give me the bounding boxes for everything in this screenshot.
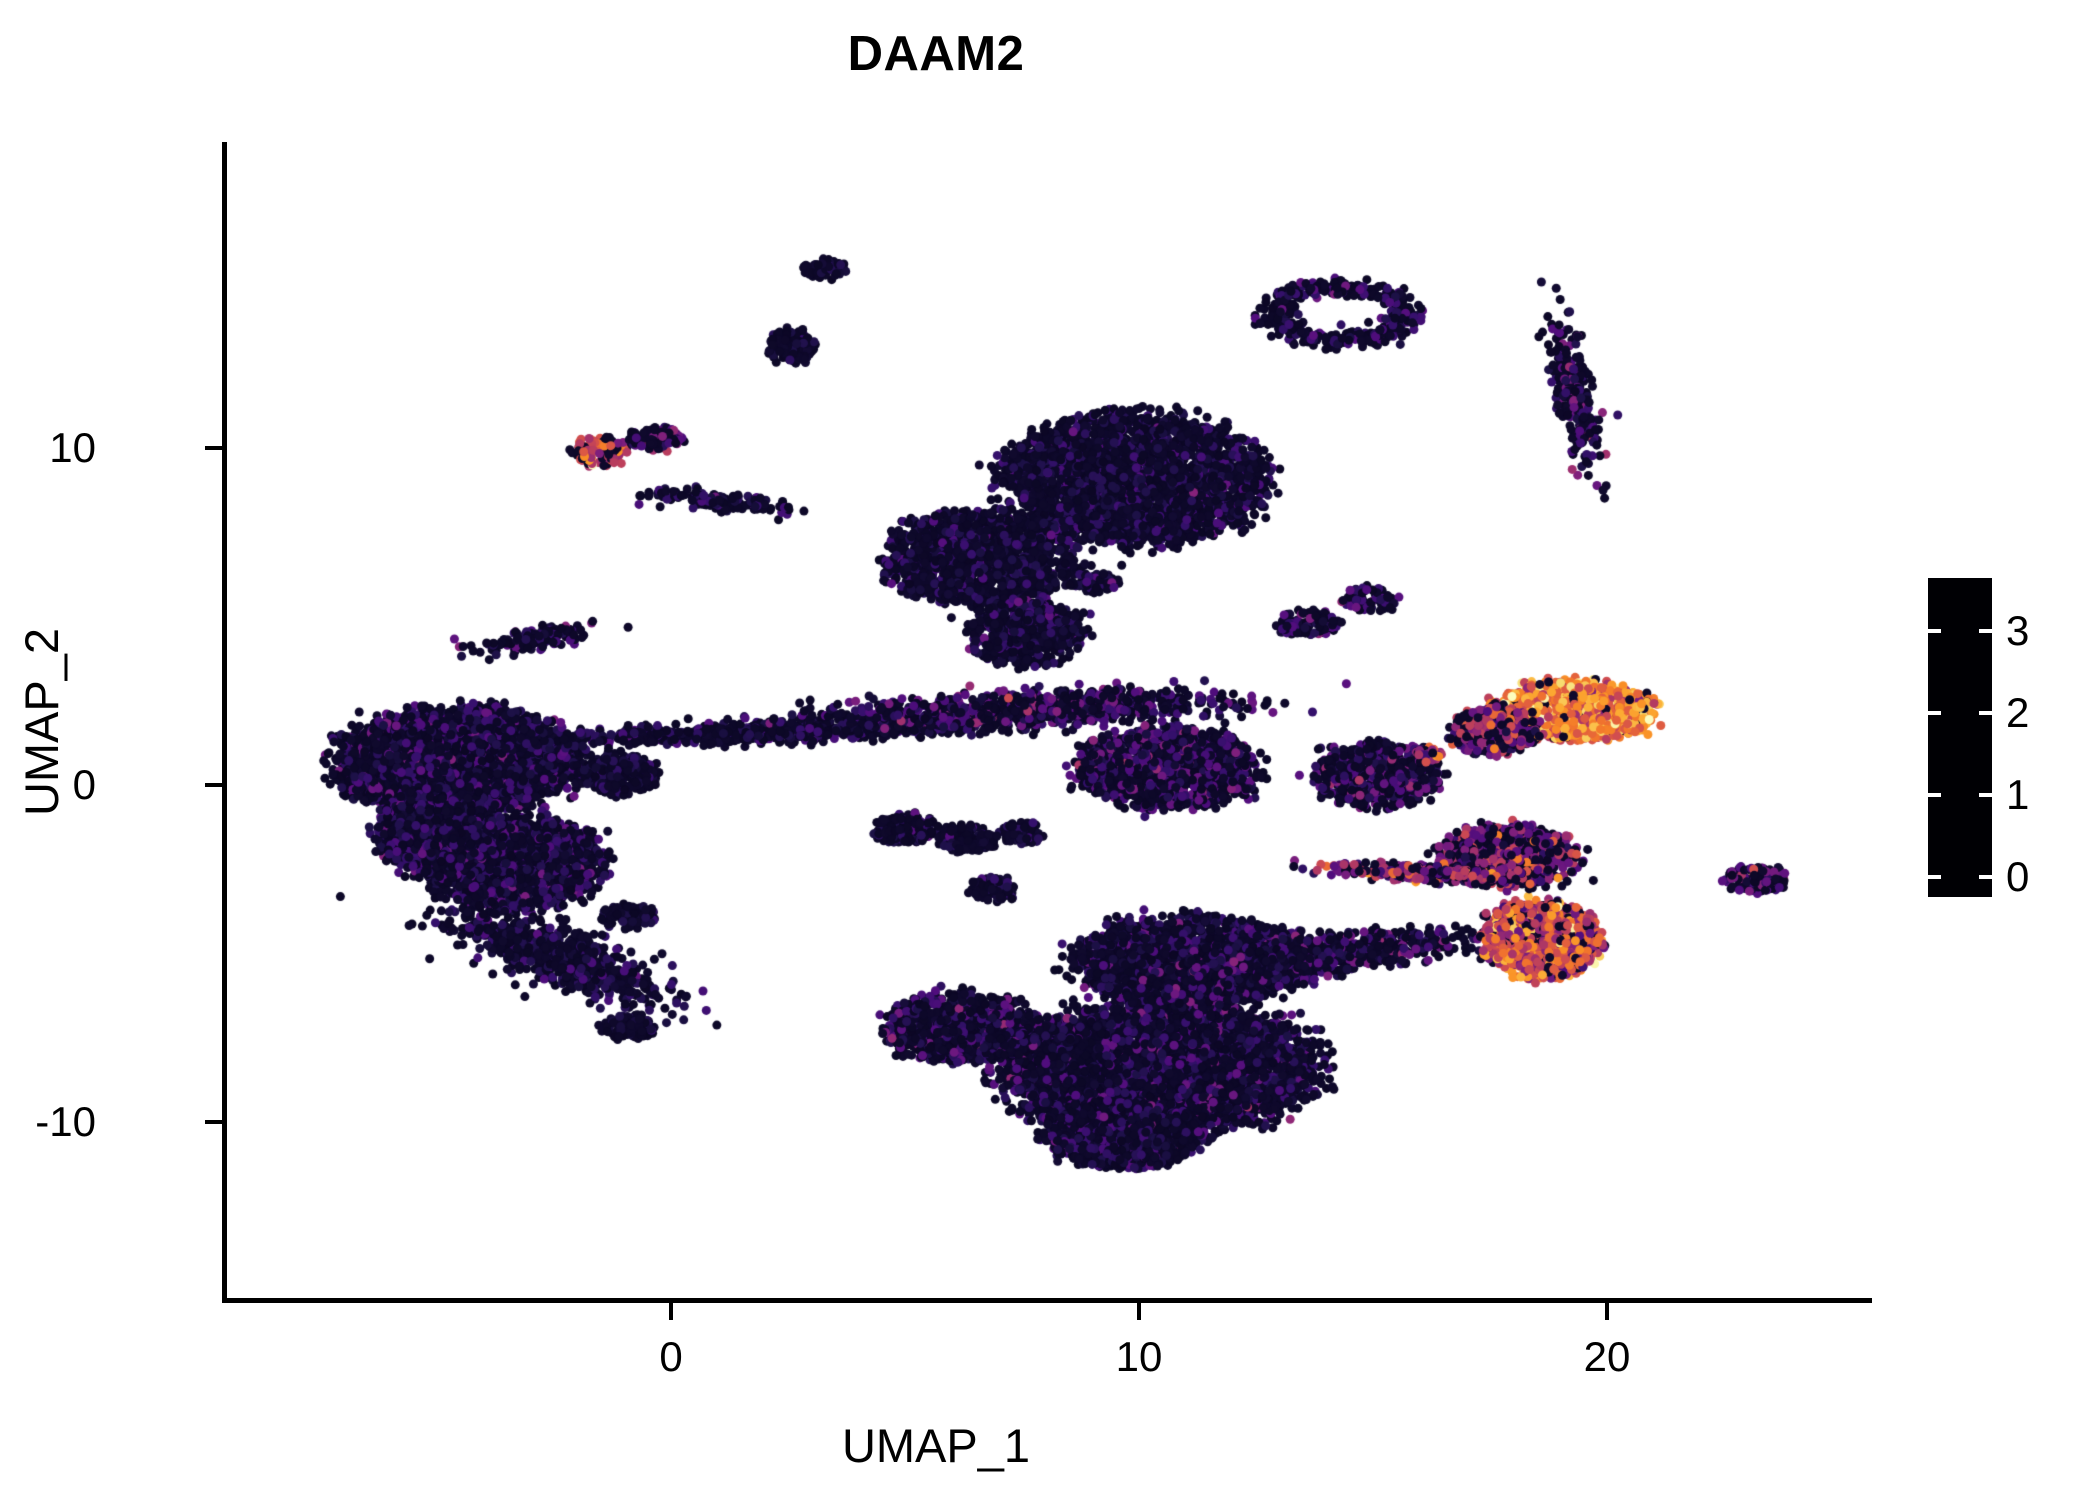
x-axis-title: UMAP_1: [841, 1419, 1031, 1472]
page-title: DAAM2: [847, 27, 1025, 81]
x-tick-label: 0: [659, 1333, 683, 1380]
x-tick-mark: [669, 1303, 673, 1320]
x-tick-label: 20: [1583, 1333, 1631, 1380]
x-tick-mark: [1605, 1303, 1609, 1320]
scatter-plot-canvas: [222, 142, 1872, 1302]
x-axis-line: [222, 1298, 1872, 1303]
y-axis-line: [222, 142, 227, 1302]
colorbar-gradient: [1928, 578, 1992, 897]
colorbar-tick-mark: [1928, 710, 1992, 715]
y-tick-label: -10: [35, 1098, 96, 1145]
colorbar-tick-mark: [1928, 874, 1992, 879]
y-tick-label: 0: [72, 761, 96, 808]
colorbar-tick-label: 2: [2006, 688, 2030, 736]
colorbar-tick-label: 0: [2006, 852, 2030, 900]
x-tick-label: 10: [1115, 1333, 1163, 1380]
colorbar-tick-label: 3: [2006, 607, 2030, 655]
colorbar-tick-label: 1: [2006, 770, 2030, 818]
colorbar-tick-mark: [1928, 629, 1992, 634]
colorbar-tick-mark: [1928, 792, 1992, 797]
y-tick-label: 10: [49, 424, 96, 471]
y-tick-mark: [205, 1120, 222, 1124]
y-tick-mark: [205, 446, 222, 450]
x-tick-mark: [1137, 1303, 1141, 1320]
y-axis-title-label: UMAP_2: [15, 627, 68, 817]
y-tick-mark: [205, 783, 222, 787]
colorbar-legend: 0 1 2 3: [1928, 578, 2029, 897]
